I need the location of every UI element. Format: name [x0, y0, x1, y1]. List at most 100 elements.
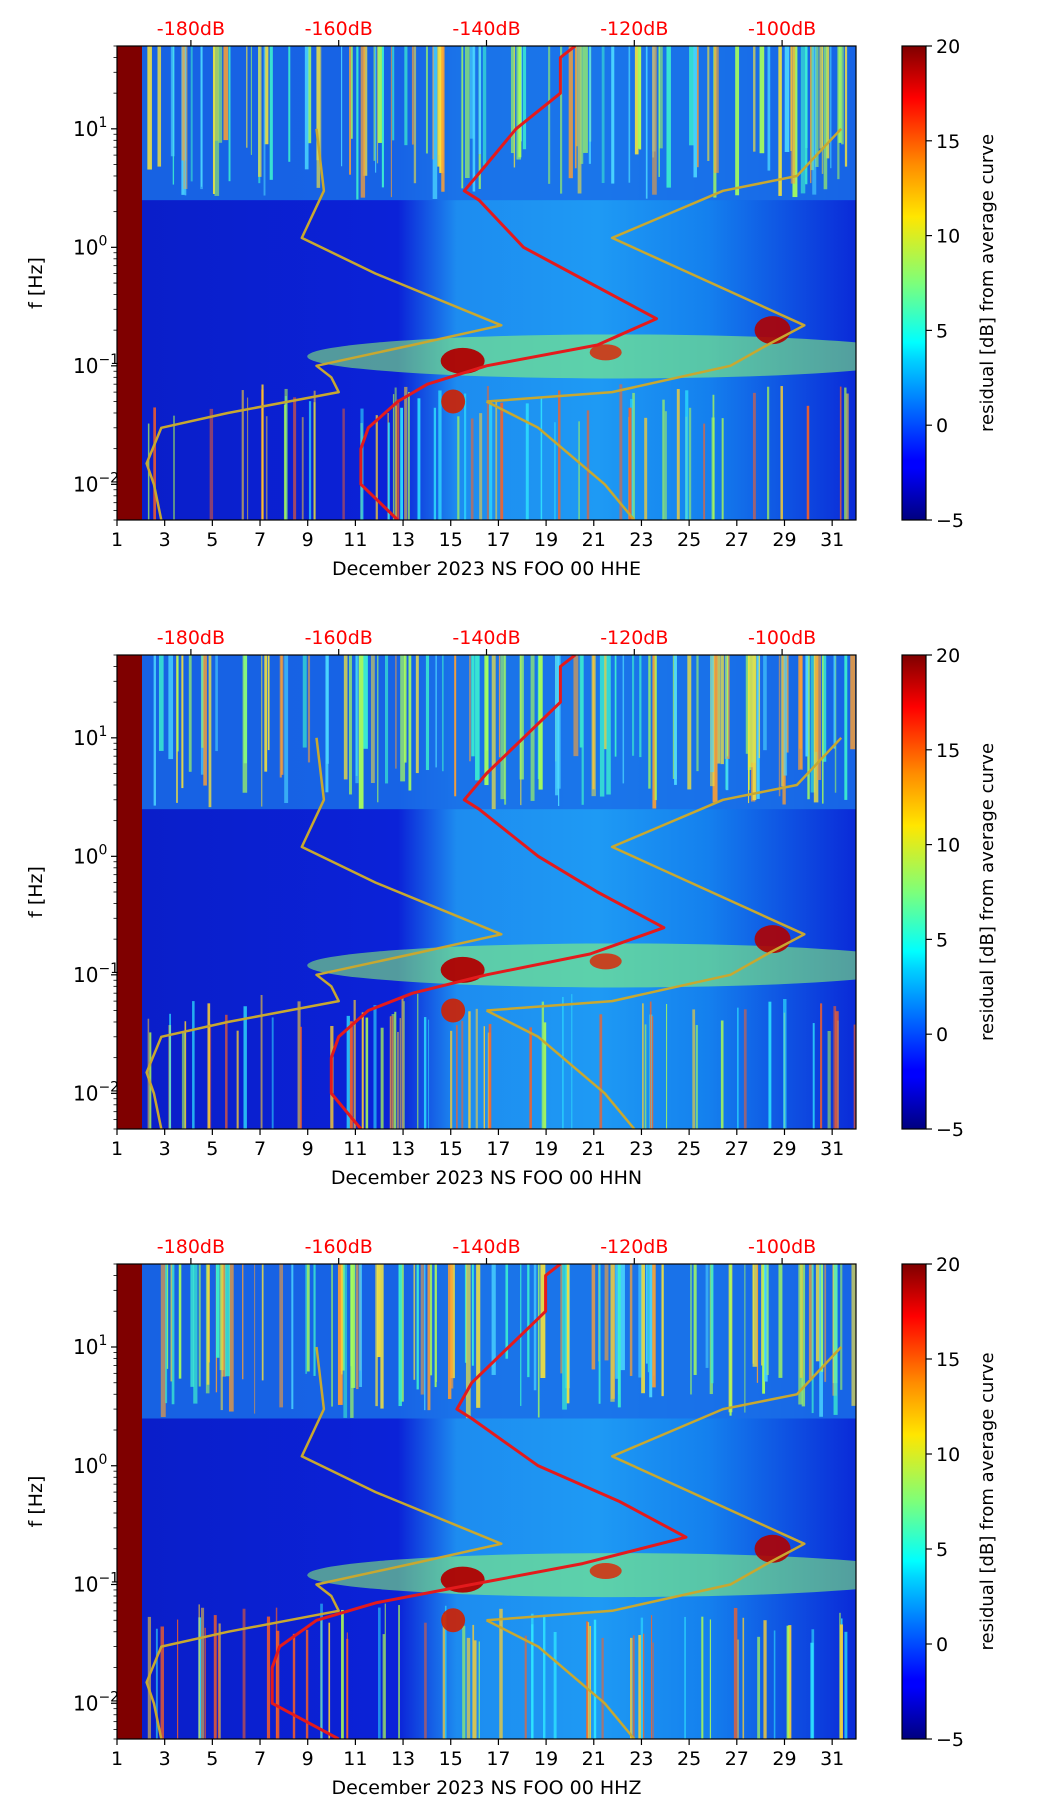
- heatmap-image: [117, 655, 856, 1129]
- x-tick-label: 7: [254, 1138, 266, 1160]
- x-tick-label: 5: [206, 529, 218, 551]
- x-tick-label: 19: [534, 1138, 558, 1160]
- x-tick-label: 13: [391, 1138, 415, 1160]
- colorbar-tick-label: 10: [936, 226, 960, 248]
- top-axis-db-label: -160dB: [305, 18, 373, 40]
- top-axis-db-label: -100dB: [748, 627, 816, 649]
- noise-model-curve-1: [145, 128, 503, 520]
- y-tick-label: 101: [73, 724, 107, 750]
- top-axis-db-label: -120dB: [600, 1236, 668, 1258]
- colorbar-label: residual [dB] from average curve: [977, 1352, 998, 1650]
- x-tick-label: 11: [343, 1748, 367, 1770]
- x-tick-label: 3: [159, 529, 171, 551]
- x-tick-label: 27: [725, 1748, 749, 1770]
- y-tick-label: 10−1: [73, 961, 119, 987]
- colorbar-tick-label: 5: [936, 929, 948, 951]
- y-axis-label: f [Hz]: [25, 1476, 47, 1528]
- noise-model-curve-2: [485, 400, 636, 520]
- colorbar-tick-label: 0: [936, 1634, 948, 1656]
- x-tick-label: 17: [486, 529, 510, 551]
- colorbar-tick-label: −5: [936, 510, 964, 532]
- colorbar: 20 15 10 5 0 −5 residual [dB] from average cur…: [901, 1254, 998, 1751]
- x-tick-label: 1: [111, 1748, 123, 1770]
- x-tick-label: 21: [582, 529, 606, 551]
- colorbar-tick-label: 15: [936, 1349, 960, 1371]
- x-tick-label: 3: [159, 1748, 171, 1770]
- x-tick-label: 19: [534, 1748, 558, 1770]
- x-tick-label: 25: [677, 529, 701, 551]
- x-tick-label: 19: [534, 529, 558, 551]
- top-axis-db-label: -140dB: [452, 1236, 520, 1258]
- average-psd-curve: [270, 1264, 688, 1739]
- x-tick-label: 21: [582, 1138, 606, 1160]
- colorbar-label: residual [dB] from average curve: [977, 743, 998, 1041]
- x-tick-label: 29: [772, 1138, 796, 1160]
- colorbar-tick-label: 5: [936, 320, 948, 342]
- colorbar-tick-label: 20: [936, 645, 960, 667]
- top-axis-db-label: -100dB: [748, 1236, 816, 1258]
- colorbar-gradient: [901, 1263, 927, 1740]
- x-tick-label: 5: [206, 1748, 218, 1770]
- top-axis-db-label: -100dB: [748, 18, 816, 40]
- x-tick-label: 9: [302, 1138, 314, 1160]
- x-tick-label: 13: [391, 529, 415, 551]
- x-tick-label: 11: [343, 529, 367, 551]
- top-axis-db-label: -180dB: [157, 18, 225, 40]
- x-tick-label: 7: [254, 529, 266, 551]
- top-axis-db-label: -160dB: [305, 1236, 373, 1258]
- x-tick-label: 23: [629, 529, 653, 551]
- x-tick-label: 25: [677, 1748, 701, 1770]
- x-tick-label: 1: [111, 529, 123, 551]
- x-axis-label: December 2023 NS FOO 00 HHE: [332, 558, 641, 580]
- x-tick-label: 13: [391, 1748, 415, 1770]
- x-axis-label: December 2023 NS FOO 00 HHZ: [332, 1777, 642, 1799]
- noise-model-curve-3: [486, 736, 843, 1012]
- x-tick-label: 25: [677, 1138, 701, 1160]
- x-tick-label: 23: [629, 1138, 653, 1160]
- x-tick-label: 31: [820, 529, 844, 551]
- y-tick-label: 101: [73, 1333, 107, 1359]
- x-tick-label: 5: [206, 1138, 218, 1160]
- x-tick-label: 1: [111, 1138, 123, 1160]
- x-axis-label: December 2023 NS FOO 00 HHN: [331, 1167, 642, 1189]
- x-tick-label: 9: [302, 1748, 314, 1770]
- y-axis-label: f [Hz]: [25, 866, 47, 918]
- average-psd-curve: [329, 655, 666, 1129]
- colorbar-tick-label: 0: [936, 1024, 948, 1046]
- colorbar-tick-label: 5: [936, 1539, 948, 1561]
- y-tick-label: 10−2: [73, 1079, 119, 1105]
- top-axis-db-label: -180dB: [157, 627, 225, 649]
- y-tick-label: 100: [73, 842, 107, 868]
- y-tick-label: 10−1: [73, 352, 119, 378]
- colorbar-tick-label: 10: [936, 1444, 960, 1466]
- colorbar-tick-label: −5: [936, 1119, 964, 1141]
- heatmap-image: [117, 1264, 856, 1739]
- y-axis-label: f [Hz]: [25, 257, 47, 309]
- y-tick-label: 100: [73, 233, 107, 259]
- x-tick-label: 15: [439, 1138, 463, 1160]
- x-tick-label: 9: [302, 529, 314, 551]
- x-tick-label: 17: [486, 1748, 510, 1770]
- noise-model-curve-3: [486, 127, 843, 403]
- x-tick-label: 7: [254, 1748, 266, 1770]
- colorbar-tick-label: 15: [936, 131, 960, 153]
- x-tick-label: 29: [772, 529, 796, 551]
- noise-model-curve-2: [485, 1619, 636, 1739]
- x-tick-label: 31: [820, 1748, 844, 1770]
- x-tick-label: 31: [820, 1138, 844, 1160]
- x-tick-label: 17: [486, 1138, 510, 1160]
- y-tick-label: 10−1: [73, 1571, 119, 1597]
- colorbar-tick-label: 20: [936, 1254, 960, 1276]
- noise-model-curve-3: [486, 1346, 843, 1622]
- top-axis-db-label: -180dB: [157, 1236, 225, 1258]
- noise-model-curve-2: [485, 1009, 636, 1129]
- colorbar-gradient: [901, 654, 927, 1130]
- x-tick-label: 23: [629, 1748, 653, 1770]
- noise-model-curve-1: [145, 1346, 503, 1739]
- x-tick-label: 29: [772, 1748, 796, 1770]
- y-tick-label: 10−2: [73, 1689, 119, 1715]
